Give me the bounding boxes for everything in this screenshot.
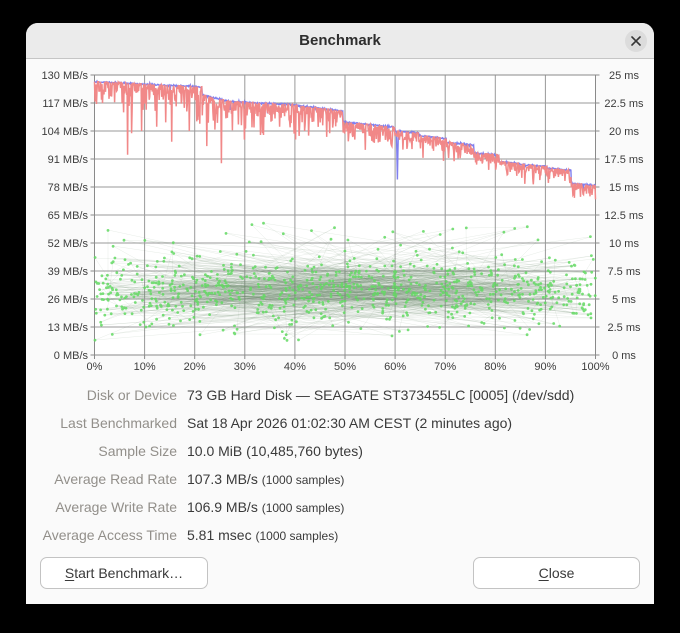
svg-text:50%: 50% [334,361,356,373]
svg-text:90%: 90% [534,361,556,373]
svg-text:5 ms: 5 ms [612,294,636,306]
svg-text:15 ms: 15 ms [609,182,639,194]
svg-text:70%: 70% [434,361,456,373]
svg-text:100%: 100% [581,361,609,373]
svg-text:2.5 ms: 2.5 ms [607,322,641,334]
svg-text:104 MB/s: 104 MB/s [42,126,89,138]
svg-text:20 ms: 20 ms [609,126,639,138]
svg-text:80%: 80% [484,361,506,373]
svg-text:65 MB/s: 65 MB/s [48,210,89,222]
svg-text:40%: 40% [284,361,306,373]
svg-text:130 MB/s: 130 MB/s [42,70,89,82]
svg-text:12.5 ms: 12.5 ms [604,210,644,222]
svg-text:60%: 60% [384,361,406,373]
svg-text:117 MB/s: 117 MB/s [42,98,88,110]
svg-text:25 ms: 25 ms [609,70,639,82]
svg-text:26 MB/s: 26 MB/s [48,294,89,306]
svg-text:10%: 10% [134,361,156,373]
svg-text:13 MB/s: 13 MB/s [48,322,89,334]
svg-text:30%: 30% [234,361,256,373]
svg-text:10 ms: 10 ms [609,238,639,250]
svg-text:0 MB/s: 0 MB/s [54,350,89,362]
svg-text:22.5 ms: 22.5 ms [604,98,644,110]
svg-text:20%: 20% [184,361,206,373]
svg-text:0 ms: 0 ms [612,350,636,362]
svg-text:39 MB/s: 39 MB/s [48,266,89,278]
svg-text:52 MB/s: 52 MB/s [48,238,89,250]
svg-text:17.5 ms: 17.5 ms [604,154,644,166]
svg-text:91 MB/s: 91 MB/s [48,154,89,166]
svg-text:78 MB/s: 78 MB/s [48,182,89,194]
svg-text:7.5 ms: 7.5 ms [607,266,641,278]
svg-text:0%: 0% [87,361,103,373]
